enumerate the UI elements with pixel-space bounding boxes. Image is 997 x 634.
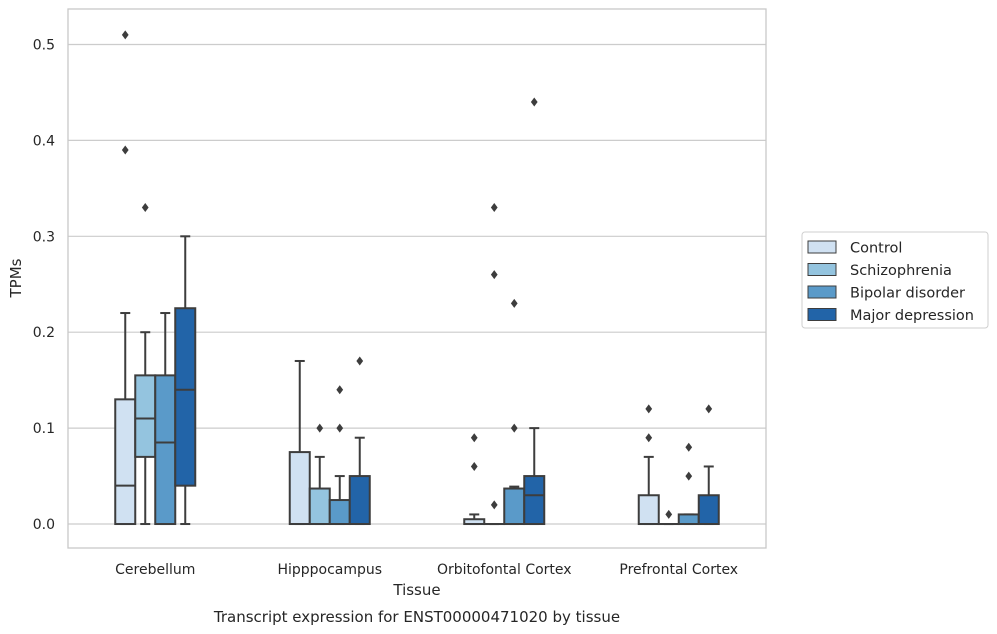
legend-swatch bbox=[807, 308, 837, 321]
outlier-marker bbox=[530, 97, 538, 107]
box-body bbox=[154, 374, 177, 526]
legend-entry: Control bbox=[850, 241, 902, 257]
outlier-marker bbox=[141, 203, 149, 213]
legend-entry: Major depression bbox=[850, 308, 974, 324]
outlier-marker bbox=[121, 145, 129, 155]
box-body bbox=[328, 499, 351, 526]
box-body bbox=[637, 494, 660, 526]
box-body bbox=[348, 475, 371, 526]
box-major-depression bbox=[697, 404, 720, 526]
box-body bbox=[288, 451, 311, 526]
plot-frame bbox=[67, 8, 767, 549]
outlier-marker bbox=[316, 423, 324, 433]
outlier-marker bbox=[336, 423, 344, 433]
outlier-marker bbox=[490, 270, 498, 280]
box-bipolar-disorder bbox=[503, 298, 526, 526]
box-control bbox=[114, 30, 137, 526]
y-tick-label: 0.2 bbox=[33, 325, 55, 341]
box-major-depression bbox=[174, 235, 197, 526]
box-bipolar-disorder bbox=[677, 442, 700, 526]
y-axis-ticks: 0.0 0.1 0.2 0.3 0.4 0.5 bbox=[33, 37, 55, 533]
box-body bbox=[697, 494, 720, 526]
boxes bbox=[114, 30, 720, 526]
box-control bbox=[463, 433, 486, 526]
x-tick-label: Prefrontal Cortex bbox=[619, 562, 738, 578]
legend-swatch bbox=[807, 285, 837, 299]
legend-entry: Schizophrenia bbox=[850, 263, 952, 279]
x-tick-label: Cerebellum bbox=[115, 562, 195, 578]
x-axis-label: Tissue bbox=[392, 581, 440, 599]
outlier-marker bbox=[685, 471, 693, 481]
y-tick-label: 0.3 bbox=[33, 229, 55, 245]
outlier-marker bbox=[336, 385, 344, 395]
box-schizophrenia bbox=[134, 203, 157, 526]
chart-caption: Transcript expression for ENST0000047102… bbox=[213, 608, 620, 626]
box-schizophrenia bbox=[657, 509, 680, 526]
outlier-marker bbox=[470, 433, 478, 443]
box-body bbox=[114, 398, 137, 526]
y-tick-label: 0.4 bbox=[33, 133, 55, 149]
box-major-depression bbox=[348, 356, 371, 526]
box-schizophrenia bbox=[483, 203, 506, 526]
box-control bbox=[288, 359, 311, 526]
outlier-marker bbox=[645, 404, 653, 414]
box-body bbox=[523, 475, 546, 526]
box-body bbox=[308, 487, 331, 526]
box-major-depression bbox=[523, 97, 546, 526]
outlier-marker bbox=[510, 423, 518, 433]
outlier-marker bbox=[356, 356, 364, 366]
box-bipolar-disorder bbox=[154, 312, 177, 526]
legend-frame bbox=[801, 231, 989, 329]
box-body bbox=[677, 513, 700, 526]
box-bipolar-disorder bbox=[328, 385, 351, 526]
x-axis-ticks: Cerebellum Hipppocampus Orbitofontal Corte… bbox=[115, 562, 738, 578]
y-axis-label: TPMs bbox=[7, 258, 25, 298]
x-tick-label: Hipppocampus bbox=[277, 562, 382, 578]
y-tick-label: 0.1 bbox=[33, 421, 55, 437]
legend-swatch bbox=[807, 240, 837, 254]
legend: Control Schizophrenia Bipolar disorder Majo… bbox=[801, 231, 989, 329]
outlier-marker bbox=[490, 203, 498, 213]
y-tick-label: 0.5 bbox=[33, 37, 55, 53]
y-tick-label: 0.0 bbox=[33, 517, 55, 533]
outlier-marker bbox=[685, 442, 693, 452]
outlier-marker bbox=[705, 404, 713, 414]
legend-entry: Bipolar disorder bbox=[850, 286, 965, 302]
outlier-marker bbox=[121, 30, 129, 40]
box-control bbox=[637, 404, 660, 526]
box-body bbox=[503, 487, 526, 526]
x-tick-label: Orbitofontal Cortex bbox=[437, 562, 572, 578]
box-body bbox=[134, 374, 157, 458]
legend-swatch bbox=[807, 263, 837, 276]
outlier-marker bbox=[665, 509, 673, 519]
outlier-marker bbox=[490, 500, 498, 510]
box-body bbox=[174, 307, 197, 487]
outlier-marker bbox=[470, 461, 478, 471]
outlier-marker bbox=[510, 298, 518, 308]
outlier-marker bbox=[645, 433, 653, 443]
box-schizophrenia bbox=[308, 423, 331, 526]
